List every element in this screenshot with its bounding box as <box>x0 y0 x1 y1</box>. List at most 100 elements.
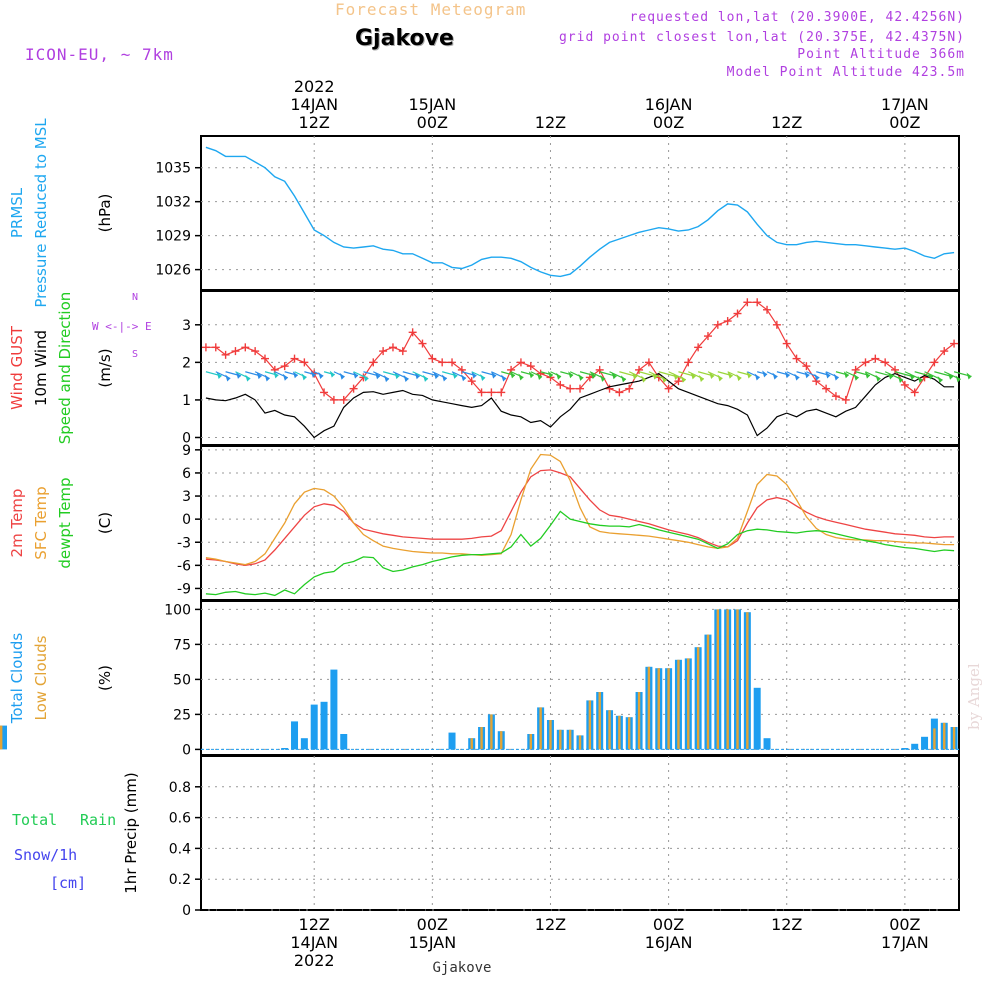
temp-dewpt-line <box>205 510 955 597</box>
low-cloud-bar <box>588 700 592 750</box>
gust-marker <box>398 347 407 356</box>
time-label-bottom: 12Z <box>771 915 802 934</box>
wind-arrowhead <box>273 371 279 379</box>
wind-arrowhead <box>772 372 778 380</box>
gust-marker <box>497 388 506 397</box>
wind-arrowhead <box>225 374 231 382</box>
time-label-top: 12Z <box>771 113 802 132</box>
low-cloud-bar <box>677 659 680 750</box>
time-label-bottom: 17JAN <box>881 933 929 952</box>
grid-point-coords: grid point closest lon,lat (20.375E, 42.… <box>558 30 965 45</box>
gust-marker <box>595 365 604 374</box>
precip-ytick-label: 0.2 <box>169 872 191 888</box>
wind-arrowhead <box>403 375 409 383</box>
gust-marker <box>526 362 535 371</box>
low-cloud-bar <box>933 728 936 750</box>
low-cloud-bar <box>559 729 562 750</box>
temperature-ytick-label: -9 <box>177 581 191 597</box>
wind-arrowhead <box>292 371 298 379</box>
low-cloud-bar <box>667 668 670 750</box>
clouds-ytick-label: 75 <box>173 637 191 653</box>
gust-marker <box>280 362 289 371</box>
gust-marker <box>674 377 683 386</box>
wind-arrowhead <box>318 371 324 379</box>
wind-arrowhead <box>641 375 647 383</box>
total-cloud-bar <box>310 704 318 750</box>
gust-marker <box>388 343 397 352</box>
time-label-bottom: 16JAN <box>645 933 693 952</box>
wind-arrowhead <box>853 373 859 381</box>
time-label-bottom: 00Z <box>653 915 684 934</box>
low-cloud-bar <box>470 738 473 750</box>
wind-arrowhead <box>937 376 943 384</box>
gust-marker <box>822 384 831 393</box>
pressure-panel-label: Pressure Reduced to MSL <box>32 118 50 308</box>
wind-arrowhead <box>864 371 870 379</box>
wind-arrowhead <box>301 373 307 381</box>
wind-arrowhead <box>394 372 400 380</box>
wind-arrowhead <box>784 371 790 379</box>
gust-marker <box>329 395 338 404</box>
time-label-top: 12Z <box>535 113 566 132</box>
wind-arrowhead <box>528 371 534 379</box>
gust-marker <box>723 317 732 326</box>
precip-ytick-label: 0.8 <box>169 780 191 796</box>
gust-marker <box>881 358 890 367</box>
temperature-ytick-label: -6 <box>177 558 191 574</box>
precip-ytick-label: 0 <box>182 903 191 919</box>
gust-marker <box>260 354 269 363</box>
compass-we: W <-|-> E <box>92 320 152 333</box>
low-cloud-bar <box>539 707 542 750</box>
wind-arrowhead <box>491 371 497 379</box>
wind-panel-label: Wind GUST <box>8 325 26 410</box>
gust-marker <box>753 298 762 307</box>
total-cloud-bar <box>763 738 771 750</box>
gust-marker <box>467 377 476 386</box>
wind-arrowhead <box>578 373 584 381</box>
wind-arrowhead <box>264 374 270 382</box>
clouds-ylabel: (%) <box>96 665 114 691</box>
low-cloud-bar <box>696 647 700 750</box>
low-cloud-bar <box>608 710 611 750</box>
meteogram-supertitle: Forecast Meteogram <box>335 0 527 19</box>
wind-arrowhead <box>235 371 241 379</box>
time-label-bottom: 14JAN <box>290 933 338 952</box>
time-label-bottom: 15JAN <box>408 933 456 952</box>
wind-arrowhead <box>383 375 389 383</box>
low-cloud-bar <box>598 692 601 750</box>
gust-marker <box>733 309 742 318</box>
clouds-ytick-label: 50 <box>173 672 191 688</box>
gust-marker <box>339 395 348 404</box>
point-altitude: Point Altitude 366m <box>797 47 965 62</box>
time-label-top: 00Z <box>653 113 684 132</box>
wind-arrowhead <box>680 375 686 383</box>
wind-arrowhead <box>600 374 606 382</box>
gust-marker <box>379 347 388 356</box>
wind-arrowhead <box>568 371 574 379</box>
wind-arrowhead <box>736 374 742 382</box>
gust-marker <box>694 343 703 352</box>
wind-speed-line <box>205 372 955 439</box>
wind-arrowhead <box>843 371 849 379</box>
total-cloud-bar <box>448 732 456 750</box>
gust-marker <box>349 384 358 393</box>
gust-marker <box>290 354 299 363</box>
temperature-ytick-label: 9 <box>182 443 191 459</box>
wind-arrowhead <box>256 372 262 380</box>
clouds-ytick-label: 25 <box>173 707 191 723</box>
low-cloud-bar <box>618 715 621 750</box>
gust-marker <box>644 358 653 367</box>
wind-arrowhead <box>814 373 820 381</box>
wind-arrowhead <box>282 373 288 381</box>
gust-marker <box>477 388 486 397</box>
gust-marker <box>487 388 496 397</box>
gust-marker <box>900 380 909 389</box>
low-cloud-bar <box>637 692 641 750</box>
gust-marker <box>320 388 329 397</box>
gust-marker <box>231 347 240 356</box>
temp-2m-line <box>205 469 955 567</box>
wind-arrowhead <box>537 372 543 380</box>
wind-arrowhead <box>690 372 696 380</box>
low-cloud-bar <box>647 666 651 750</box>
